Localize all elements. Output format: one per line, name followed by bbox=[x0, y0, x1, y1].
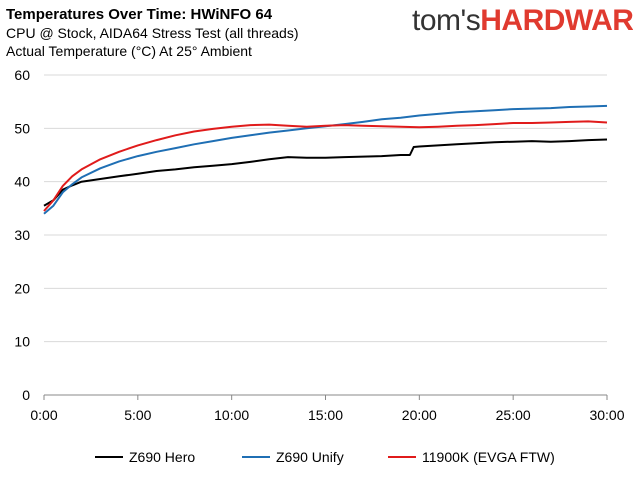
x-tick-label: 25:00 bbox=[496, 407, 531, 423]
x-axis-ticks: 0:00 5:00 10:00 15:00 20:00 25:00 30:00 bbox=[30, 395, 625, 423]
chart-subtitle-secondary: Actual Temperature (°C) At 25° Ambient bbox=[6, 43, 252, 59]
y-tick-label: 40 bbox=[14, 174, 30, 190]
y-axis-ticks: 0 10 20 30 40 50 60 bbox=[14, 67, 30, 403]
legend-swatch bbox=[388, 456, 416, 458]
chart-title: Temperatures Over Time: HWiNFO 64 bbox=[6, 6, 273, 23]
y-tick-label: 10 bbox=[14, 334, 30, 350]
legend-swatch bbox=[242, 456, 270, 458]
x-tick-label: 10:00 bbox=[214, 407, 249, 423]
x-tick-label: 5:00 bbox=[124, 407, 151, 423]
legend-item-2: Z690 Unify bbox=[242, 449, 344, 465]
x-tick-label: 0:00 bbox=[30, 407, 57, 423]
y-tick-label: 60 bbox=[14, 67, 30, 83]
x-tick-label: 20:00 bbox=[402, 407, 437, 423]
y-tick-label: 50 bbox=[14, 120, 30, 136]
legend-label: Z690 Hero bbox=[129, 449, 196, 465]
y-tick-label: 20 bbox=[14, 280, 30, 296]
toms-hardware-logo: tom'sHARDWARE bbox=[412, 4, 633, 38]
legend-item-1: Z690 Hero bbox=[95, 449, 195, 465]
series-line-1 bbox=[43, 138, 608, 207]
legend-swatch bbox=[95, 456, 123, 458]
x-tick-label: 15:00 bbox=[308, 407, 343, 423]
y-tick-label: 30 bbox=[14, 227, 30, 243]
series-line-3 bbox=[43, 120, 608, 212]
legend-label: 11900K (EVGA FTW) bbox=[422, 449, 555, 465]
chart-subtitle: CPU @ Stock, AIDA64 Stress Test (all thr… bbox=[6, 25, 299, 41]
x-tick-label: 30:00 bbox=[589, 407, 624, 423]
legend-item-3: 11900K (EVGA FTW) bbox=[388, 449, 555, 465]
logo-part-2: HARDWARE bbox=[480, 4, 633, 37]
chart-series bbox=[43, 104, 608, 215]
series-line-2 bbox=[43, 104, 608, 215]
legend-label: Z690 Unify bbox=[276, 449, 344, 465]
y-tick-label: 0 bbox=[22, 387, 30, 403]
logo-part-1: tom's bbox=[412, 4, 481, 37]
